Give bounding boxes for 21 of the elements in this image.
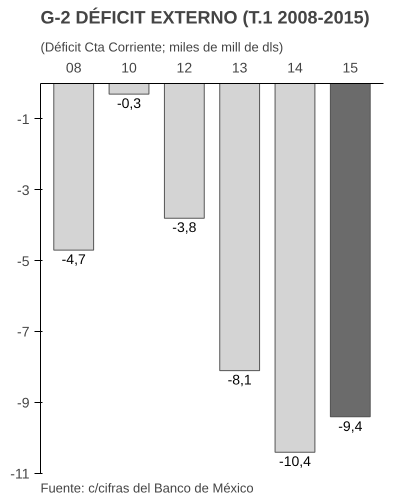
y-tick-label: -11 [10, 466, 30, 482]
data-label: -10,4 [279, 453, 312, 470]
x-tick-label: 08 [66, 60, 82, 76]
data-label: -3,8 [172, 219, 197, 236]
chart-title: G-2 DÉFICIT EXTERNO (T.1 2008-2015) [40, 8, 370, 28]
data-label: -9,4 [338, 418, 363, 434]
x-tick-label: 12 [176, 60, 192, 76]
x-tick-label: 15 [342, 60, 358, 76]
data-label: -8,1 [228, 372, 252, 388]
data-label: -4,7 [62, 251, 86, 268]
x-tick-label: 10 [121, 60, 138, 76]
y-tick-label: -5 [17, 252, 30, 269]
y-tick-label: -9 [17, 394, 30, 411]
chart-subtitle: (Déficit Cta Corriente; miles de mill de dls) [40, 40, 284, 54]
y-tick-label: -3 [17, 182, 30, 198]
source-note: Fuente: c/cifras del Banco de México [40, 480, 254, 496]
x-tick-label: 14 [287, 60, 303, 76]
y-tick-label: -7 [17, 324, 30, 340]
y-tick-label: -1 [17, 110, 30, 127]
x-tick-label: 13 [232, 60, 248, 76]
data-label: -0,3 [116, 95, 142, 112]
